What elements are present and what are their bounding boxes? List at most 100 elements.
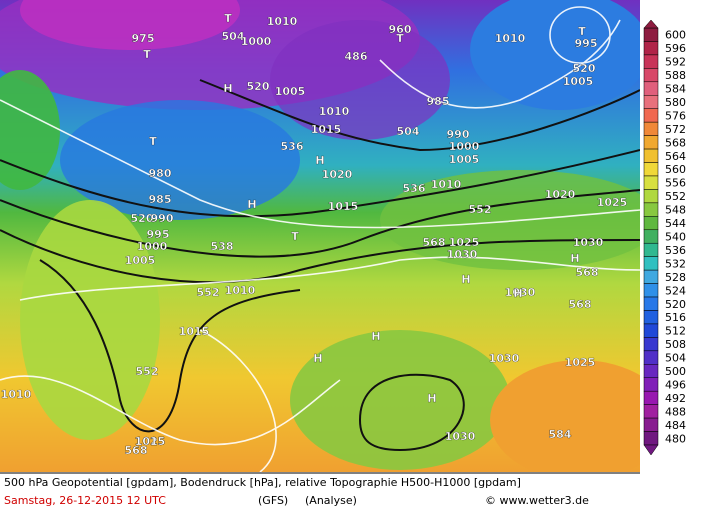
legend-label: 568 (665, 136, 686, 149)
contour-label: 1010 (225, 284, 256, 297)
contour-label: H (570, 252, 579, 265)
legend-label: 564 (665, 150, 686, 163)
legend: 6005965925885845805765725685645605565525… (643, 19, 686, 456)
legend-label: 560 (665, 163, 686, 176)
contour-label: 995 (575, 37, 598, 50)
legend-swatch (643, 283, 659, 298)
legend-label: 592 (665, 56, 686, 69)
legend-label: 512 (665, 325, 686, 338)
contour-label: 1005 (563, 75, 594, 88)
contour-label: H (461, 273, 470, 286)
legend-label: 536 (665, 244, 686, 257)
contour-label: 584 (549, 428, 572, 441)
footer-run: (Analyse) (305, 494, 357, 507)
footer-caption: 500 hPa Geopotential [gpdam], Bodendruck… (4, 476, 521, 489)
legend-label: 532 (665, 257, 686, 270)
contour-label: 990 (151, 212, 174, 225)
contour-label: T (291, 230, 299, 243)
legend-label: 528 (665, 271, 686, 284)
contour-label: 1030 (447, 248, 478, 261)
contour-label: 1015 (311, 123, 342, 136)
legend-swatch (643, 310, 659, 325)
contour-label: T (396, 32, 404, 45)
legend-label: 600 (665, 29, 686, 42)
contour-label: 1025 (449, 236, 480, 249)
legend-swatch (643, 269, 659, 284)
contour-label: 520 (573, 62, 596, 75)
legend-label: 520 (665, 298, 686, 311)
contour-label: 1015 (135, 435, 166, 448)
contour-label: 1025 (597, 196, 628, 209)
legend-label: 584 (665, 83, 686, 96)
contour-label: 1005 (275, 85, 306, 98)
contour-label: 520 (131, 212, 154, 225)
contour-label: 995 (147, 228, 170, 241)
legend-swatch (643, 95, 659, 109)
contour-label: 536 (281, 140, 304, 153)
contour-label: 985 (427, 95, 450, 108)
contour-label: H (427, 392, 436, 405)
contour-label: 990 (447, 128, 470, 141)
contour-label: 1025 (565, 356, 596, 369)
contour-label: 1005 (449, 153, 480, 166)
footer-model: (GFS) (258, 494, 288, 507)
legend-label: 492 (665, 392, 686, 405)
legend-swatch (643, 229, 659, 244)
contour-label: 486 (345, 50, 368, 63)
legend-label: 508 (665, 338, 686, 351)
legend-swatch (643, 54, 659, 69)
contour-label: 568 (569, 298, 592, 311)
legend-swatch (643, 242, 659, 257)
legend-swatch (643, 404, 659, 419)
legend-label: 496 (665, 378, 686, 391)
legend-swatch (643, 390, 659, 405)
contour-label: 1030 (573, 236, 604, 249)
legend-swatch (643, 417, 659, 432)
legend-label: 548 (665, 204, 686, 217)
contour-label: 1000 (241, 35, 272, 48)
contour-label: 1000 (137, 240, 168, 253)
legend-swatch (643, 41, 659, 56)
contour-label: 980 (149, 167, 172, 180)
legend-label: 540 (665, 231, 686, 244)
legend-swatch (643, 189, 659, 204)
contour-label: H (315, 154, 324, 167)
contour-label: 568 (423, 236, 446, 249)
contour-label: 1010 (319, 105, 350, 118)
legend-label: 516 (665, 311, 686, 324)
contour-label: 504 (222, 30, 245, 43)
contour-label: 960 (389, 23, 412, 36)
legend-label: 504 (665, 352, 686, 365)
legend-swatch (643, 337, 659, 352)
contour-label: 552 (469, 203, 492, 216)
contour-label: H (513, 287, 522, 300)
legend-cap-top (643, 19, 659, 29)
contour-label: 520 (247, 80, 270, 93)
legend-label: 480 (665, 432, 686, 445)
legend-cap-bottom (643, 444, 659, 456)
contour-label: 568 (576, 266, 599, 279)
legend-swatch (643, 162, 659, 177)
legend-label: 544 (665, 217, 686, 230)
contour-label: 1010 (1, 388, 32, 401)
contour-label: 1030 (489, 352, 520, 365)
legend-swatch (643, 377, 659, 392)
legend-swatch (643, 350, 659, 365)
legend-label: 556 (665, 177, 686, 190)
contour-label: T (578, 25, 586, 38)
legend-swatch (643, 108, 659, 123)
contour-label: 538 (211, 240, 234, 253)
contour-label: 1020 (322, 168, 353, 181)
legend-swatch (643, 81, 659, 96)
legend-label: 596 (665, 42, 686, 55)
contour-label: H (371, 330, 380, 343)
legend-label: 500 (665, 365, 686, 378)
contour-label: 552 (197, 286, 220, 299)
contour-label: 1015 (328, 200, 359, 213)
footer-date: Samstag, 26-12-2015 12 UTC (4, 494, 166, 507)
legend-swatch (643, 364, 659, 378)
legend-label: 572 (665, 123, 686, 136)
contour-label: H (247, 198, 256, 211)
contour-label: 1015 (179, 325, 210, 338)
legend-swatch (643, 148, 659, 163)
